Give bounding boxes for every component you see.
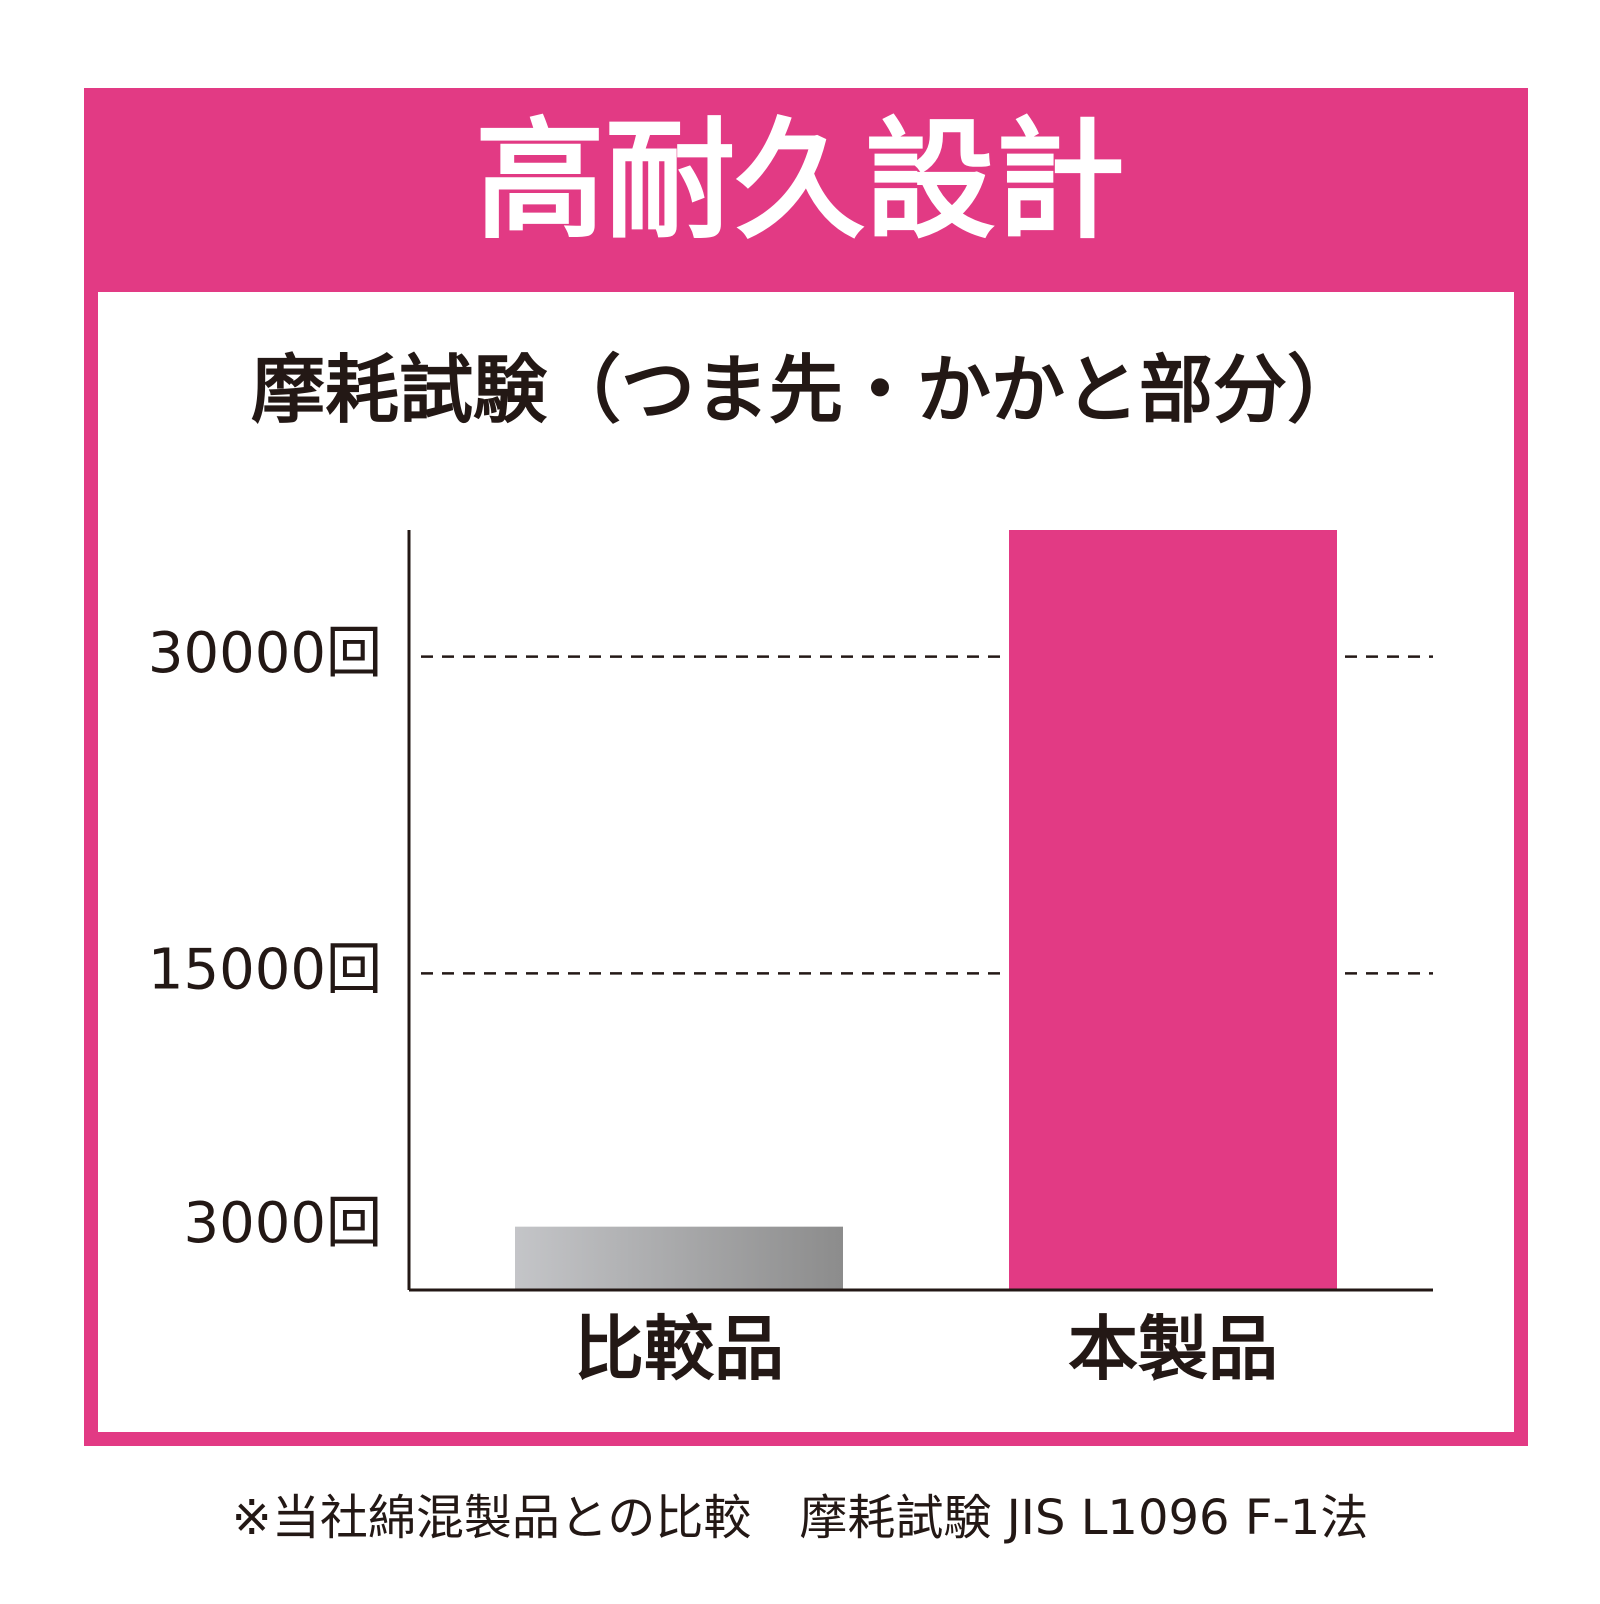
x-tick-label: 本製品 (1068, 1308, 1278, 1390)
bar (1002, 523, 1344, 1297)
y-tick-label: 15000回 (148, 937, 382, 1002)
chart-subtitle: 摩耗試験（つま先・かかと部分） (251, 348, 1361, 434)
chart-title: 高耐久設計 (475, 105, 1125, 257)
y-tick-label: 30000回 (148, 621, 382, 686)
bar (515, 1226, 843, 1290)
footnote: ※当社綿混製品との比較 摩耗試験 JIS L1096 F-1法 (232, 1490, 1369, 1546)
value-label: 3000回 (183, 1191, 382, 1256)
x-tick-label: 比較品 (574, 1308, 784, 1390)
